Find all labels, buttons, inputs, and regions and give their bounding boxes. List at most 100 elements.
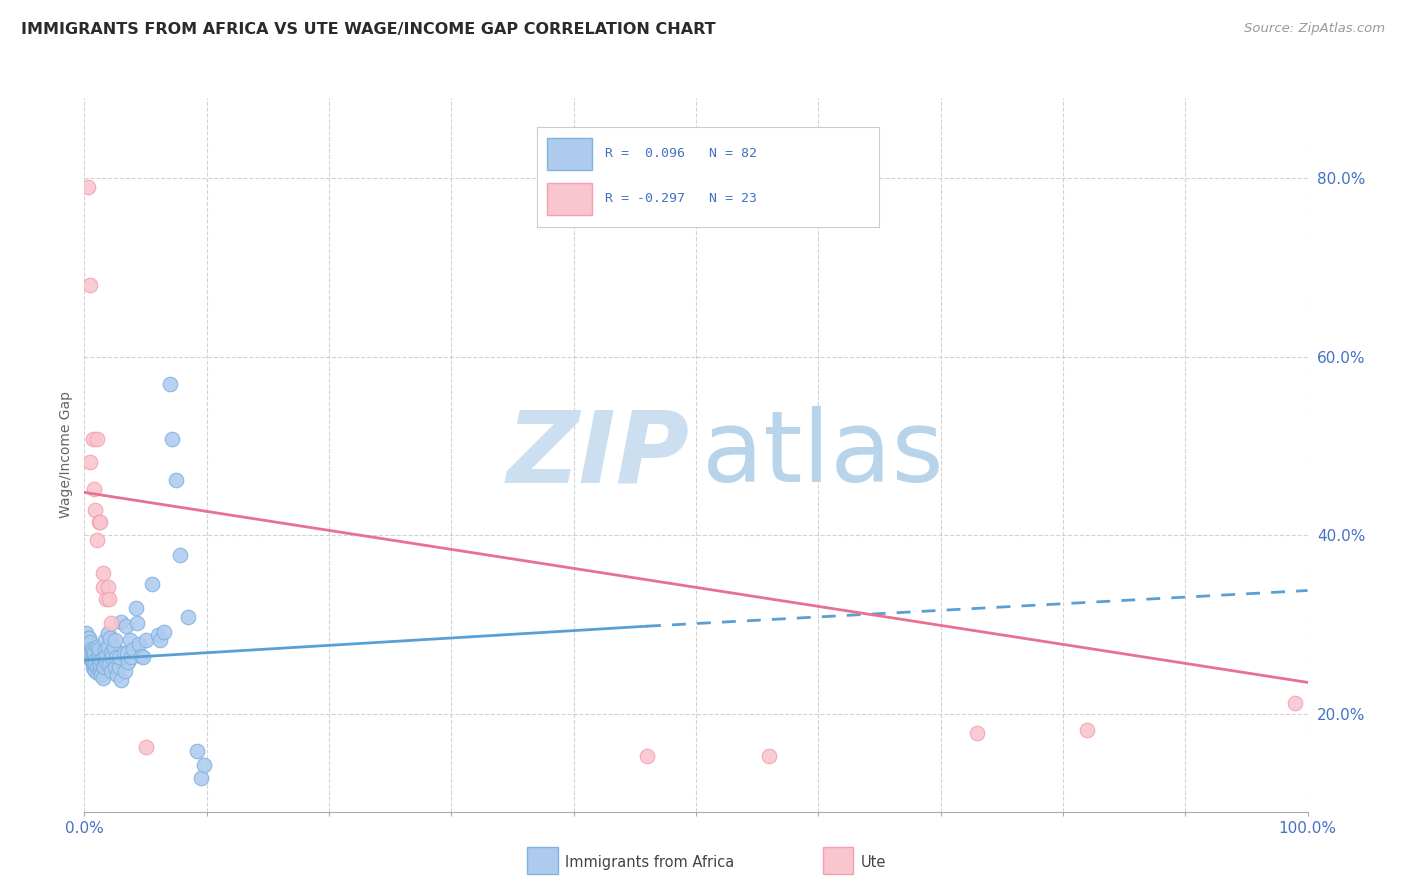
Point bbox=[84, 657, 107, 671]
Point bbox=[120, 650, 142, 665]
Point bbox=[96, 648, 118, 663]
Point bbox=[86, 432, 108, 446]
Point bbox=[100, 664, 122, 678]
Point bbox=[104, 660, 127, 674]
Point bbox=[159, 376, 181, 391]
Point bbox=[82, 653, 104, 667]
Point bbox=[146, 628, 169, 642]
Text: ZIP: ZIP bbox=[506, 407, 690, 503]
Point bbox=[86, 533, 108, 547]
Point bbox=[97, 580, 120, 594]
Point bbox=[94, 642, 117, 657]
Point bbox=[79, 646, 101, 660]
Point bbox=[117, 655, 139, 669]
Point bbox=[118, 632, 141, 647]
Point bbox=[96, 592, 118, 607]
Point bbox=[115, 646, 138, 660]
Point bbox=[101, 650, 124, 665]
Point bbox=[122, 642, 145, 657]
Y-axis label: Wage/Income Gap: Wage/Income Gap bbox=[59, 392, 73, 518]
Point bbox=[97, 626, 120, 640]
Point bbox=[193, 758, 215, 772]
Point bbox=[79, 278, 101, 293]
Point bbox=[91, 566, 114, 580]
Point bbox=[153, 624, 176, 639]
Point bbox=[165, 473, 187, 487]
Point bbox=[758, 749, 780, 764]
Point bbox=[129, 648, 152, 663]
Point bbox=[84, 653, 107, 667]
Point bbox=[86, 660, 108, 674]
Point bbox=[87, 642, 110, 657]
Point bbox=[103, 640, 125, 654]
Point bbox=[80, 642, 103, 657]
Point bbox=[87, 655, 110, 669]
Point bbox=[1076, 723, 1098, 737]
Point bbox=[90, 668, 112, 682]
Point bbox=[149, 633, 172, 648]
Point bbox=[87, 650, 110, 665]
Point bbox=[83, 662, 105, 676]
Point bbox=[96, 655, 118, 669]
Point bbox=[80, 650, 103, 665]
Point bbox=[100, 615, 122, 630]
Point bbox=[128, 637, 150, 651]
Point bbox=[125, 615, 148, 630]
Point bbox=[84, 503, 107, 517]
Point bbox=[93, 660, 115, 674]
Point bbox=[77, 637, 100, 651]
Point bbox=[82, 660, 104, 674]
Text: IMMIGRANTS FROM AFRICA VS UTE WAGE/INCOME GAP CORRELATION CHART: IMMIGRANTS FROM AFRICA VS UTE WAGE/INCOM… bbox=[21, 22, 716, 37]
Point bbox=[966, 726, 988, 740]
Point bbox=[135, 632, 157, 647]
Point bbox=[77, 180, 100, 194]
Point bbox=[100, 646, 122, 660]
Point bbox=[125, 601, 148, 615]
Point bbox=[169, 548, 191, 562]
Point bbox=[80, 655, 103, 669]
Point bbox=[107, 660, 129, 674]
Point bbox=[107, 650, 129, 665]
Point bbox=[77, 631, 100, 645]
Point bbox=[83, 482, 105, 496]
Text: atlas: atlas bbox=[702, 407, 943, 503]
Point bbox=[87, 666, 110, 681]
Point bbox=[97, 640, 120, 654]
Point bbox=[135, 740, 157, 755]
Point bbox=[98, 631, 121, 645]
Point bbox=[104, 632, 127, 647]
Point bbox=[636, 749, 658, 764]
Point bbox=[87, 515, 110, 529]
Point bbox=[89, 515, 111, 529]
Point bbox=[79, 651, 101, 665]
Text: Immigrants from Africa: Immigrants from Africa bbox=[565, 855, 734, 870]
Text: Ute: Ute bbox=[860, 855, 886, 870]
Point bbox=[1284, 696, 1306, 710]
Point bbox=[91, 580, 114, 594]
Point bbox=[86, 640, 108, 654]
Point bbox=[83, 648, 105, 663]
Point bbox=[186, 744, 208, 758]
Point bbox=[110, 673, 132, 687]
Text: Source: ZipAtlas.com: Source: ZipAtlas.com bbox=[1244, 22, 1385, 36]
Point bbox=[93, 650, 115, 665]
Point bbox=[114, 664, 136, 678]
Point bbox=[75, 626, 97, 640]
Point bbox=[82, 644, 104, 658]
Point bbox=[105, 650, 128, 665]
Point bbox=[132, 650, 155, 665]
Point bbox=[89, 664, 111, 678]
Point bbox=[77, 648, 100, 663]
Point bbox=[76, 640, 98, 654]
Point bbox=[91, 671, 114, 685]
Point bbox=[87, 653, 110, 667]
Point bbox=[97, 657, 120, 672]
Point bbox=[77, 644, 100, 658]
Point bbox=[141, 577, 163, 591]
Point bbox=[177, 610, 200, 624]
Point bbox=[77, 631, 100, 645]
Point bbox=[110, 615, 132, 629]
Point bbox=[105, 668, 128, 682]
Point bbox=[84, 664, 107, 678]
Point bbox=[79, 455, 101, 469]
